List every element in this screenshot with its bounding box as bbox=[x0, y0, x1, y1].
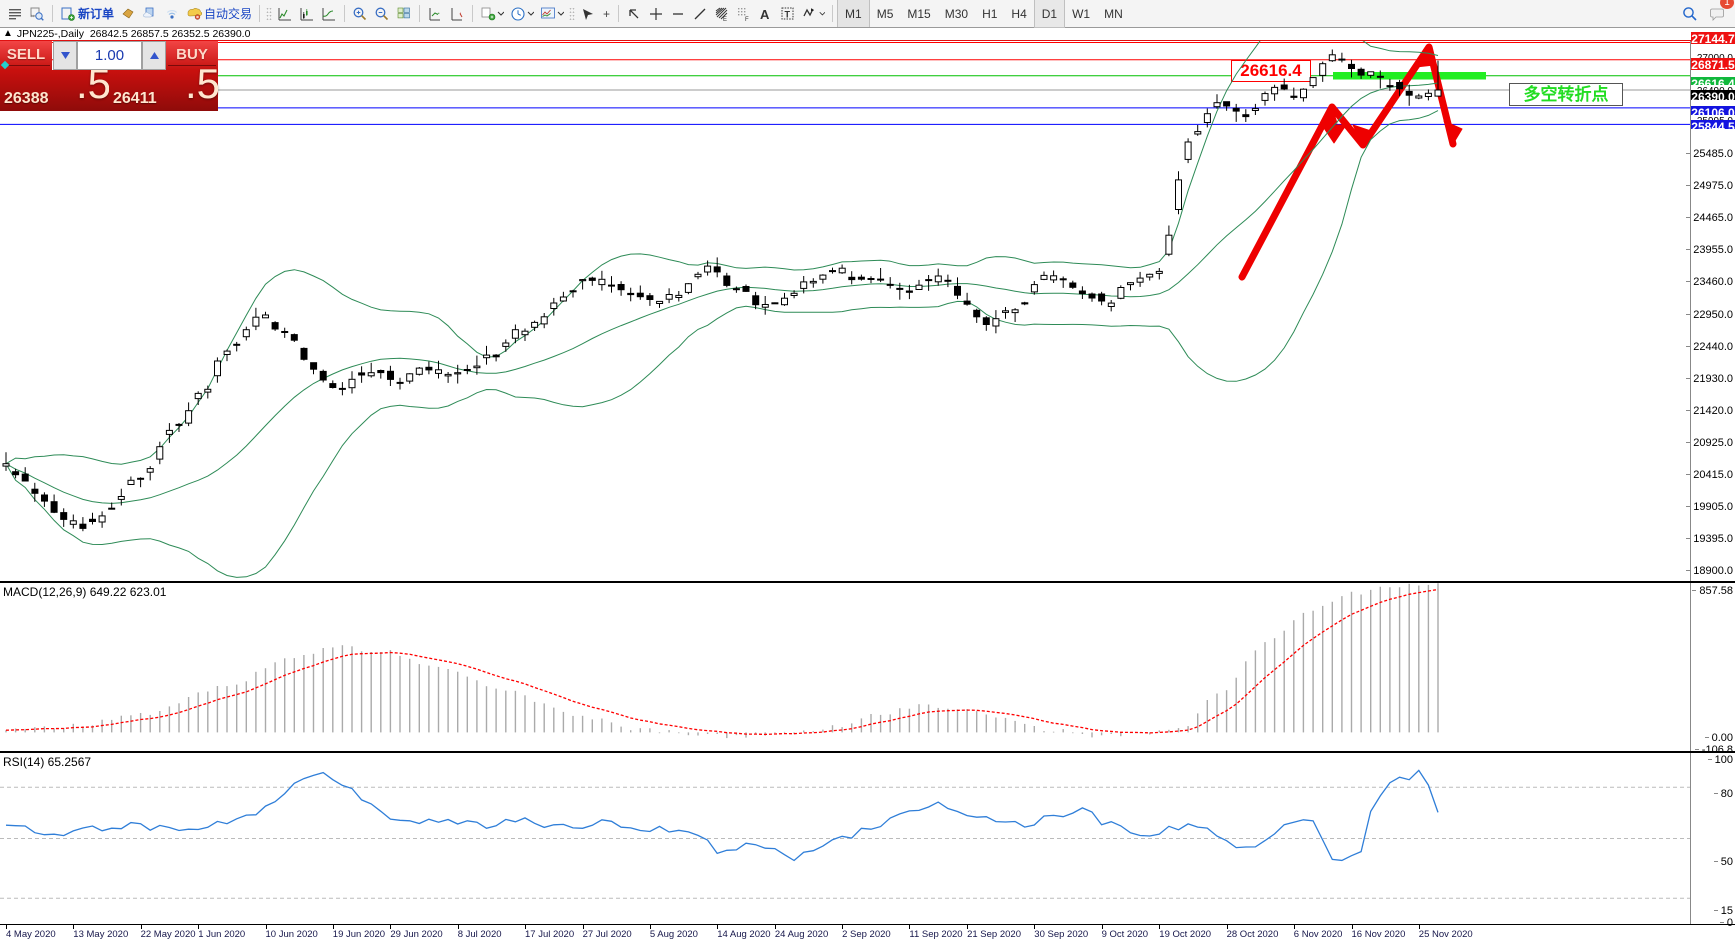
svg-text:A: A bbox=[760, 7, 770, 22]
svg-text:F: F bbox=[745, 17, 749, 22]
svg-text:T: T bbox=[785, 9, 791, 19]
svg-text:E: E bbox=[723, 17, 727, 22]
